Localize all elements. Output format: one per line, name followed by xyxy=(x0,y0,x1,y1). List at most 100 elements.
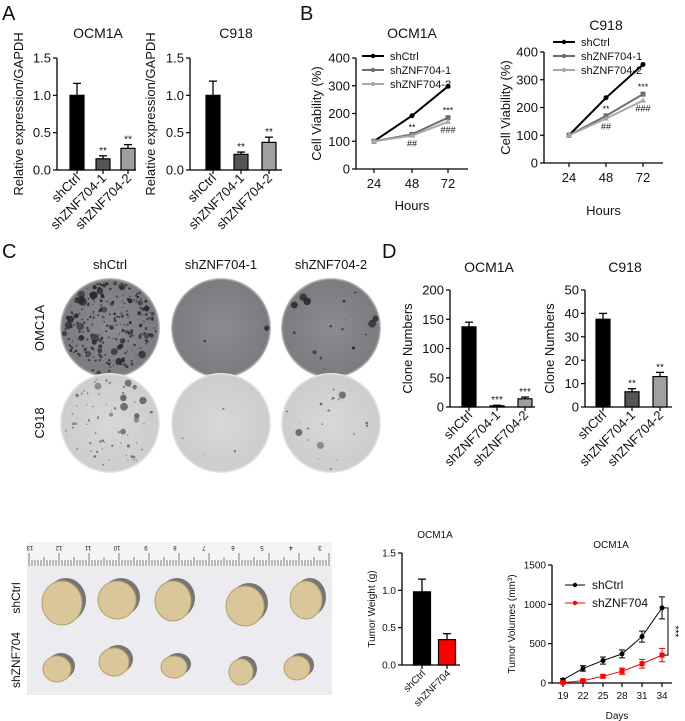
panel-label-d: D xyxy=(382,241,396,263)
data-point xyxy=(659,605,665,611)
legend-marker xyxy=(561,39,567,45)
colony-dot xyxy=(110,348,118,356)
colony-dot xyxy=(92,285,97,290)
colony-dot xyxy=(116,362,119,365)
colony-dot xyxy=(113,317,116,320)
colony-dot xyxy=(107,362,111,366)
colony-dot xyxy=(366,424,369,427)
colony-dot xyxy=(144,313,148,316)
colony-dot xyxy=(64,429,67,432)
colony-dot xyxy=(135,459,138,462)
tumor xyxy=(154,580,192,622)
colony-dot xyxy=(97,339,99,342)
colony-dot xyxy=(83,390,85,392)
colony-dot xyxy=(119,323,122,325)
y-tick-label: 20 xyxy=(565,353,579,368)
significance-label: ** xyxy=(628,379,636,390)
colony-dot xyxy=(119,285,124,290)
colony-dot xyxy=(128,287,131,290)
significance-label: *** xyxy=(443,106,454,116)
y-tick-label: 1.0 xyxy=(166,88,184,103)
colony-dot xyxy=(95,450,99,453)
x-tick-label: 31 xyxy=(636,691,648,702)
tumor xyxy=(98,647,130,677)
data-point xyxy=(445,83,451,89)
colony-dot xyxy=(342,299,346,303)
y-tick-label: 1.5 xyxy=(33,51,51,66)
colony-dot xyxy=(77,352,80,356)
colony-dot xyxy=(105,300,107,302)
colony-dot xyxy=(87,302,90,305)
legend-marker xyxy=(370,81,376,87)
colony-dot xyxy=(330,398,333,401)
colony-assay-panel: shCtrl shZNF704-1 shZNF704-2 OMC1A C918 xyxy=(32,257,381,473)
ruler-number: 8 xyxy=(173,544,177,550)
colony-dot xyxy=(99,371,101,374)
colony-dot xyxy=(125,284,128,287)
ruler-number: 9 xyxy=(144,544,148,550)
colony-dot xyxy=(312,350,317,355)
colony-dot xyxy=(338,391,346,399)
colony-dot xyxy=(109,366,112,369)
data-point xyxy=(409,113,415,119)
legend-label: shZNF704 xyxy=(592,596,648,610)
colony-dot xyxy=(89,450,92,453)
colony-dot xyxy=(99,307,103,312)
colony-dot xyxy=(92,405,94,408)
colony-dot xyxy=(99,440,102,443)
culture-plate xyxy=(281,278,381,378)
colony-dot xyxy=(148,317,152,320)
data-point xyxy=(619,651,625,657)
legend-label: shZNF704-2 xyxy=(390,79,451,91)
x-tick-label: 19 xyxy=(557,691,569,702)
colony-dot xyxy=(149,311,151,314)
colony-dot xyxy=(105,379,108,382)
ruler-number: 13 xyxy=(26,544,33,550)
y-tick-label: 30 xyxy=(565,329,579,344)
data-point xyxy=(640,91,646,97)
y-tick-label: 10 xyxy=(565,376,579,391)
tumor xyxy=(289,580,323,620)
colony-dot xyxy=(122,299,124,302)
colony-dot xyxy=(354,291,356,294)
y-tick-label: 1500 xyxy=(524,561,547,572)
y-tick-label: 1.5 xyxy=(166,51,184,66)
colony-dot xyxy=(103,321,105,323)
y-tick-label: 1.5 xyxy=(382,549,396,560)
colony-dot xyxy=(77,324,79,326)
y-tick-label: 0 xyxy=(572,400,579,415)
y-tick-label: 500 xyxy=(529,639,546,650)
data-point xyxy=(371,138,377,144)
colony-dot xyxy=(118,316,121,319)
ruler-number: 3 xyxy=(318,544,322,550)
colony-dot xyxy=(64,327,68,331)
colony-dot xyxy=(365,421,369,425)
colony-dot xyxy=(135,299,138,301)
colony-dot xyxy=(126,350,128,352)
x-tick-label: 28 xyxy=(616,691,628,702)
legend-marker xyxy=(572,600,578,606)
colony-dot xyxy=(110,409,113,412)
legend-marker xyxy=(561,53,567,59)
ruler xyxy=(27,542,332,566)
colony-col-label: shZNF704-1 xyxy=(185,257,257,272)
colony-dot xyxy=(145,342,147,345)
colony-row-label: OMC1A xyxy=(32,305,47,352)
colony-dot xyxy=(107,336,110,339)
colony-dot xyxy=(135,442,138,444)
colony-dot xyxy=(139,306,142,310)
colony-dot xyxy=(76,322,84,331)
y-axis-label: Tumor Weight (g) xyxy=(367,570,378,647)
panel-label-a: A xyxy=(2,3,16,25)
colony-dot xyxy=(105,282,109,286)
colony-dot xyxy=(222,407,225,410)
colony-dot xyxy=(128,321,132,325)
y-tick-label: 0.0 xyxy=(166,163,184,178)
bar xyxy=(120,147,136,171)
colony-dot xyxy=(145,329,147,331)
colony-dot xyxy=(93,455,97,458)
bar xyxy=(69,94,85,171)
colony-dot xyxy=(72,422,75,426)
data-point xyxy=(445,115,451,121)
